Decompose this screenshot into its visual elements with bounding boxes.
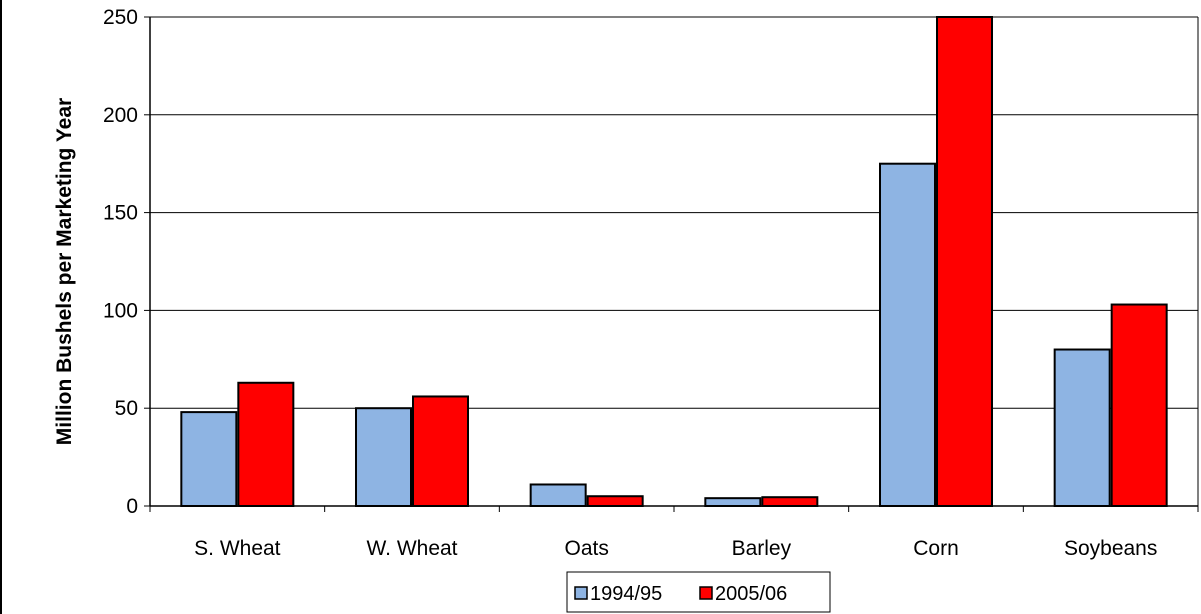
x-category-label: W. Wheat <box>366 537 457 560</box>
bar-2005/06-S. Wheat <box>237 381 295 507</box>
legend-label: 1994/95 <box>590 583 662 605</box>
x-category-label: Soybeans <box>1064 537 1157 560</box>
y-axis-title: Million Bushels per Marketing Year <box>53 98 76 445</box>
bar-1994/95-S. Wheat <box>180 411 238 507</box>
bar-2005/06-Oats <box>586 495 644 508</box>
bar-2005/06-Corn <box>936 16 993 507</box>
legend-box <box>566 571 831 613</box>
y-tick-label: 200 <box>103 104 138 127</box>
bar-2005/06-W. Wheat <box>412 395 469 507</box>
gridlines <box>150 16 1198 409</box>
bar-2005/06-Barley <box>761 496 819 507</box>
legend-swatch <box>574 586 588 600</box>
bar-1994/95-Soybeans <box>1053 348 1111 507</box>
x-category-label: Barley <box>732 537 792 560</box>
bar-1994/95-Oats <box>529 483 587 508</box>
bar-1994/95-Barley <box>704 497 762 507</box>
y-tick-label: 100 <box>103 299 138 322</box>
x-category-label: S. Wheat <box>194 537 281 560</box>
bar-1994/95-W. Wheat <box>355 407 412 508</box>
x-category-label: Oats <box>564 537 608 560</box>
legend-label: 2005/06 <box>715 583 787 605</box>
y-tick-label: 250 <box>103 6 138 29</box>
y-tick-label: 50 <box>115 397 138 420</box>
y-tick-label: 150 <box>103 202 138 225</box>
bars <box>180 16 1168 508</box>
bar-1994/95-Corn <box>879 162 936 507</box>
y-tick-label: 0 <box>126 495 138 518</box>
legend-swatch <box>699 586 713 600</box>
legend: 1994/95 2005/06 <box>566 571 831 613</box>
x-category-label: Corn <box>913 537 959 560</box>
axes: 0 50 100 150 200 250 S. Wheat W. Wheat Oats Barle… <box>103 6 1199 560</box>
bar-2005/06-Soybeans <box>1110 303 1168 508</box>
